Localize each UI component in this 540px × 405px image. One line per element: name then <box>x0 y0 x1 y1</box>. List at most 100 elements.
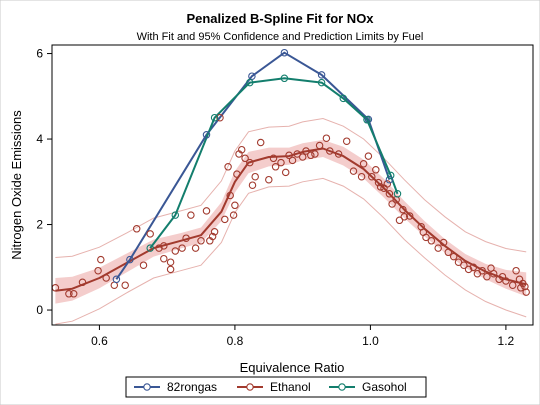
x-tick-label: 1.0 <box>362 334 379 348</box>
ethanol-data-point <box>208 232 217 241</box>
ethanol-data-point <box>146 230 154 238</box>
ethanol-data-point <box>342 137 351 145</box>
ethanol-data-point <box>281 168 290 177</box>
gasohol-data-point <box>363 116 371 124</box>
ethanol-data-point <box>334 150 343 158</box>
x-axis-label: Equivalence Ratio <box>240 360 345 375</box>
ethanol-data-point <box>521 282 529 291</box>
x-tick-label: 0.6 <box>91 334 108 348</box>
ethanol-data-point <box>302 147 310 155</box>
series-lines <box>55 51 527 292</box>
legend: 82rongas Ethanol Gasohol <box>125 376 427 398</box>
82rongas-data-point <box>317 71 326 79</box>
ethanol-data-point <box>374 178 383 187</box>
ethanol-data-point <box>368 172 376 181</box>
ethanol-lower-prediction-limit <box>55 177 527 325</box>
legend-label: 82rongas <box>167 380 217 394</box>
ethanol-data-point <box>439 238 448 247</box>
ethanol-data-point <box>326 147 334 155</box>
ethanol-data-point <box>522 288 530 296</box>
gasohol-data-point <box>280 74 289 83</box>
ethanol-data-point <box>469 263 478 272</box>
ethanol-data-point <box>376 183 385 191</box>
gasohol-series-line <box>149 77 399 249</box>
82rongas-data-point <box>248 72 256 80</box>
y-axis-label: Nitrogen Oxide Emissions <box>9 110 24 260</box>
ethanol-data-point <box>298 153 307 161</box>
ethanol-data-point <box>434 244 442 252</box>
y-tick-label: 0 <box>36 303 43 317</box>
y-tick-label: 4 <box>36 132 43 146</box>
82rongas-data-point <box>126 255 134 264</box>
ethanol-data-point <box>444 248 453 257</box>
gasohol-data-point <box>339 94 348 103</box>
ethanol-data-point <box>210 228 219 236</box>
ethanol-data-point <box>400 213 409 221</box>
ethanol-data-point <box>277 158 285 167</box>
82rongas-data-point <box>202 131 211 139</box>
ethanol-data-point <box>251 172 259 181</box>
ethanol-data-point <box>197 237 205 245</box>
y-tick-label: 2 <box>36 218 43 232</box>
x-axis: 0.6 0.8 1.0 1.2 <box>91 325 515 348</box>
ethanol-data-point <box>265 175 273 184</box>
prediction-limits <box>55 117 527 325</box>
legend-swatch-marker <box>246 383 254 391</box>
ethanol-data-point <box>489 269 498 278</box>
gasohol-data-point <box>171 211 180 219</box>
y-tick-label: 6 <box>36 47 43 61</box>
ethanol-data-point <box>427 237 436 245</box>
ethanol-data-point <box>132 225 141 233</box>
ethanol-data-point <box>155 244 163 252</box>
ethanol-data-point <box>464 265 473 274</box>
ethanol-data-point <box>97 255 105 264</box>
ethanol-data-point <box>187 211 195 219</box>
ethanol-data-point <box>171 247 180 255</box>
ethanol-data-point <box>460 261 468 269</box>
ethanol-fit-line <box>55 147 527 292</box>
legend-label: Ethanol <box>270 380 311 394</box>
legend-label: Gasohol <box>362 380 407 394</box>
ethanol-data-point <box>160 242 168 250</box>
ethanol-data-point <box>395 216 404 225</box>
ethanol-data-point <box>69 290 78 298</box>
ethanol-data-point <box>224 163 232 171</box>
x-tick-label: 0.8 <box>227 334 244 348</box>
ethanol-data-point <box>322 134 331 142</box>
plot-area <box>51 48 530 325</box>
ethanol-data-point <box>478 266 486 275</box>
ethanol-data-point <box>271 163 280 171</box>
ethanol-data-point <box>65 290 73 298</box>
82rongas-data-point <box>112 275 121 284</box>
ethanol-data-point <box>508 281 517 289</box>
ethanol-data-point <box>233 170 241 178</box>
legend-swatch-marker <box>338 383 346 391</box>
ethanol-data-point <box>121 281 129 289</box>
ethanol-data-point <box>517 284 525 292</box>
ethanol-data-point <box>178 244 186 252</box>
ethanol-data-point <box>231 201 239 210</box>
gasohol-data-point <box>210 113 219 122</box>
ethanol-data-point <box>285 151 293 160</box>
ethanol-data-point <box>102 274 110 282</box>
ethanol-data-point <box>357 172 366 181</box>
ethanol-data-point <box>78 278 87 287</box>
ethanol-data-point <box>246 158 254 167</box>
gasohol-data-point <box>146 244 154 252</box>
ethanol-data-point <box>166 258 175 266</box>
ethanol-data-point <box>483 272 491 281</box>
ethanol-data-point <box>383 180 392 188</box>
ethanol-data-point <box>94 266 102 275</box>
ethanol-data-point <box>166 265 175 274</box>
ethanol-data-point <box>139 261 148 269</box>
ethanol-data-point <box>399 205 407 214</box>
ethanol-data-point <box>202 207 211 215</box>
gasohol-data-point <box>393 190 402 198</box>
ethanol-data-point <box>269 154 278 163</box>
ethanol-data-point <box>405 212 414 220</box>
ethanol-data-point <box>216 113 224 122</box>
ethanol-data-point <box>311 150 319 158</box>
82rongas-data-point <box>385 175 394 184</box>
ethanol-data-point <box>288 156 297 165</box>
ethanol-data-point <box>248 181 257 189</box>
